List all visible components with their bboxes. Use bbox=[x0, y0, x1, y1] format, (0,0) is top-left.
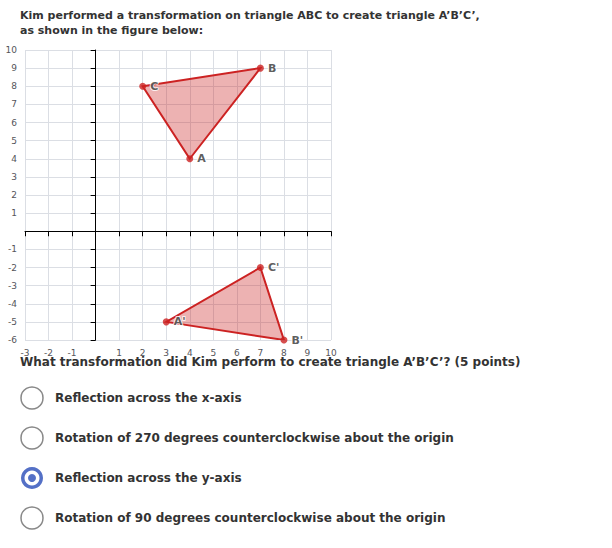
svg-text:-1: -1 bbox=[8, 244, 17, 254]
svg-text:C': C' bbox=[268, 261, 279, 274]
svg-text:Rotation of 270 degrees counte: Rotation of 270 degrees counterclockwise… bbox=[55, 431, 454, 445]
svg-text:8: 8 bbox=[281, 348, 287, 358]
svg-text:8: 8 bbox=[11, 81, 17, 91]
svg-text:7: 7 bbox=[11, 99, 17, 109]
svg-text:What transformation did Kim pe: What transformation did Kim perform to c… bbox=[20, 355, 520, 369]
svg-text:1: 1 bbox=[11, 208, 17, 218]
svg-text:1: 1 bbox=[116, 348, 122, 358]
svg-text:4: 4 bbox=[11, 154, 17, 164]
svg-text:10: 10 bbox=[6, 45, 18, 55]
svg-text:4: 4 bbox=[187, 348, 193, 358]
svg-text:-2: -2 bbox=[44, 348, 53, 358]
svg-text:Reflection across the x-axis: Reflection across the x-axis bbox=[55, 391, 242, 405]
svg-text:10: 10 bbox=[325, 348, 337, 358]
svg-text:-1: -1 bbox=[68, 348, 77, 358]
svg-text:A: A bbox=[197, 152, 206, 165]
svg-text:5: 5 bbox=[11, 136, 17, 146]
svg-text:C: C bbox=[150, 80, 158, 93]
svg-text:9: 9 bbox=[305, 348, 311, 358]
svg-text:-2: -2 bbox=[8, 263, 17, 273]
svg-text:A': A' bbox=[174, 315, 186, 328]
svg-text:6: 6 bbox=[234, 348, 240, 358]
svg-text:-5: -5 bbox=[8, 317, 17, 327]
svg-text:3: 3 bbox=[11, 172, 17, 182]
svg-text:-3: -3 bbox=[21, 348, 30, 358]
svg-text:6: 6 bbox=[11, 118, 17, 128]
svg-text:Kim performed a transformation: Kim performed a transformation on triang… bbox=[20, 9, 484, 22]
svg-text:-6: -6 bbox=[8, 335, 17, 345]
svg-text:-3: -3 bbox=[8, 281, 17, 291]
svg-text:Rotation of 90 degrees counter: Rotation of 90 degrees counterclockwise … bbox=[55, 511, 445, 525]
svg-text:2: 2 bbox=[11, 190, 17, 200]
svg-text:as shown in the figure below:: as shown in the figure below: bbox=[20, 24, 203, 37]
svg-text:-4: -4 bbox=[8, 299, 17, 309]
svg-text:2: 2 bbox=[140, 348, 146, 358]
svg-text:Reflection across the y-axis: Reflection across the y-axis bbox=[55, 471, 242, 485]
svg-text:7: 7 bbox=[258, 348, 264, 358]
svg-text:5: 5 bbox=[210, 348, 216, 358]
svg-text:9: 9 bbox=[11, 63, 17, 73]
svg-text:B': B' bbox=[291, 334, 303, 347]
svg-text:B: B bbox=[268, 62, 276, 75]
svg-text:3: 3 bbox=[163, 348, 169, 358]
